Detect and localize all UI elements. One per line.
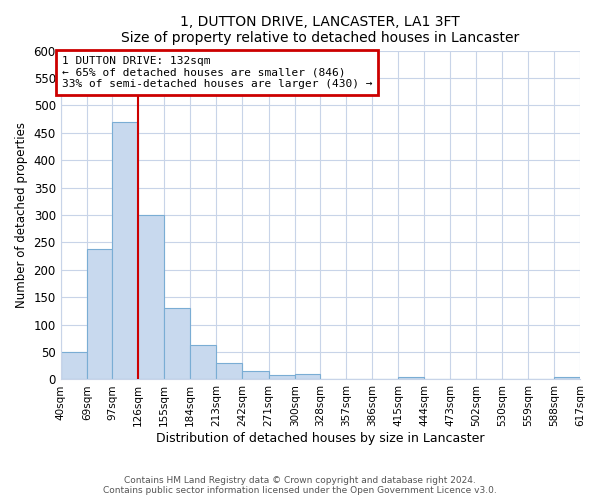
- Bar: [61, 352, 87, 380]
- Text: Contains HM Land Registry data © Crown copyright and database right 2024.
Contai: Contains HM Land Registry data © Crown c…: [103, 476, 497, 495]
- Bar: [217, 363, 242, 380]
- Bar: [554, 376, 580, 380]
- Y-axis label: Number of detached properties: Number of detached properties: [15, 122, 28, 308]
- Bar: [138, 215, 164, 380]
- Bar: [398, 376, 424, 380]
- Bar: [242, 371, 269, 380]
- Bar: [190, 346, 217, 380]
- Text: 1 DUTTON DRIVE: 132sqm
← 65% of detached houses are smaller (846)
33% of semi-de: 1 DUTTON DRIVE: 132sqm ← 65% of detached…: [62, 56, 372, 89]
- Title: 1, DUTTON DRIVE, LANCASTER, LA1 3FT
Size of property relative to detached houses: 1, DUTTON DRIVE, LANCASTER, LA1 3FT Size…: [121, 15, 520, 45]
- Bar: [112, 122, 138, 380]
- Bar: [295, 374, 320, 380]
- Bar: [269, 375, 295, 380]
- Bar: [164, 308, 190, 380]
- Bar: [87, 249, 112, 380]
- X-axis label: Distribution of detached houses by size in Lancaster: Distribution of detached houses by size …: [156, 432, 485, 445]
